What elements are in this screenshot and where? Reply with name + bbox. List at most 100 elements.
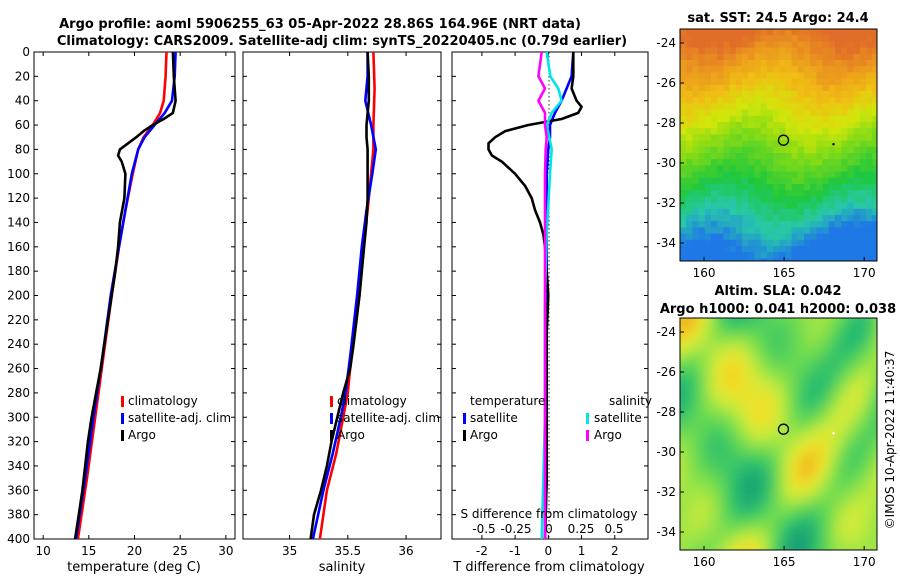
sla-cell bbox=[768, 478, 777, 487]
s-tick-label: 0.25 bbox=[568, 522, 595, 536]
sst-cell bbox=[853, 239, 861, 247]
sla-cell bbox=[736, 326, 745, 335]
sla-cell bbox=[696, 350, 705, 359]
sla-cell bbox=[672, 550, 681, 559]
salinity-ticks: 35 35.5 36 bbox=[282, 52, 414, 558]
sst-cell bbox=[828, 184, 836, 191]
sst-cell bbox=[810, 258, 817, 261]
sst-cell bbox=[742, 171, 749, 179]
sst-cell bbox=[841, 41, 848, 48]
sst-cell bbox=[742, 215, 749, 222]
x-tick-label: 36 bbox=[398, 544, 413, 558]
sla-cell bbox=[768, 454, 777, 463]
sla-cell bbox=[736, 526, 745, 535]
sst-cell bbox=[791, 35, 799, 42]
sla-cell bbox=[864, 526, 873, 535]
sst-cell bbox=[866, 109, 873, 117]
sst-cell bbox=[779, 53, 786, 61]
sst-cell bbox=[723, 246, 730, 253]
sla-cell bbox=[680, 374, 689, 383]
sst-cell bbox=[847, 66, 854, 73]
sla-cell bbox=[824, 358, 833, 367]
sla-cell bbox=[752, 430, 761, 439]
sla-cell bbox=[760, 318, 769, 327]
sst-cell bbox=[828, 29, 836, 36]
sst-cell bbox=[686, 47, 693, 55]
sla-cell bbox=[728, 494, 737, 503]
sla-cell bbox=[840, 494, 849, 503]
sla-cell bbox=[856, 502, 865, 511]
sst-cell bbox=[791, 146, 799, 154]
depth-tick-label: 140 bbox=[7, 215, 30, 229]
sst-cell bbox=[866, 239, 873, 247]
sla-cell bbox=[776, 430, 785, 439]
sst-cell bbox=[866, 72, 873, 79]
sst-cell bbox=[872, 202, 877, 210]
sla-cell bbox=[816, 518, 825, 527]
sst-cell bbox=[766, 103, 774, 110]
sst-cell bbox=[810, 128, 817, 135]
sst-cell bbox=[742, 29, 749, 36]
sla-cell bbox=[696, 438, 705, 447]
sla-cell bbox=[800, 518, 809, 527]
sla-cell bbox=[848, 486, 857, 495]
sla-cell bbox=[784, 534, 793, 543]
sst-cell bbox=[748, 190, 755, 197]
sla-cell bbox=[816, 350, 825, 359]
sst-cell bbox=[779, 84, 786, 92]
sst-cell bbox=[735, 233, 743, 241]
sst-cell bbox=[711, 134, 718, 141]
sst-cell bbox=[686, 165, 693, 172]
sst-cell bbox=[828, 140, 836, 148]
sla-cell bbox=[848, 526, 857, 535]
sst-cell bbox=[760, 252, 768, 259]
sla-cell bbox=[784, 406, 793, 415]
sst-cell bbox=[804, 72, 811, 79]
sst-cell bbox=[686, 84, 693, 92]
sst-cell bbox=[711, 60, 718, 67]
sla-cell bbox=[784, 510, 793, 519]
sst-cell bbox=[859, 53, 867, 61]
sst-cell bbox=[711, 41, 718, 48]
x-tick-label: 1 bbox=[578, 544, 586, 558]
sst-cell bbox=[797, 177, 805, 185]
sla-cell bbox=[712, 534, 721, 543]
sst-cell bbox=[853, 35, 861, 42]
sst-cell bbox=[680, 122, 687, 129]
sst-cell bbox=[828, 35, 836, 42]
sla-cell bbox=[704, 502, 713, 511]
sst-cell bbox=[754, 128, 761, 135]
sst-cell bbox=[742, 246, 749, 253]
sla-cell bbox=[816, 454, 825, 463]
sst-cell bbox=[686, 239, 693, 247]
sst-cell bbox=[791, 97, 799, 104]
sst-cell bbox=[810, 171, 817, 179]
sst-cell bbox=[692, 221, 699, 228]
sst-cell bbox=[872, 91, 877, 98]
sst-cell bbox=[735, 72, 743, 79]
sla-cell bbox=[864, 478, 873, 487]
sst-cell bbox=[859, 171, 867, 179]
sst-cell bbox=[742, 190, 749, 197]
sla-cell bbox=[768, 350, 777, 359]
sst-cell bbox=[841, 233, 848, 241]
sla-cell bbox=[800, 454, 809, 463]
sst-cell bbox=[729, 239, 737, 247]
sla-cell bbox=[856, 326, 865, 335]
sst-cell bbox=[785, 227, 792, 234]
sla-cell bbox=[744, 334, 753, 343]
sst-cell bbox=[742, 252, 749, 259]
sst-cell bbox=[692, 196, 699, 203]
sla-cell bbox=[736, 542, 745, 550]
sla-cell bbox=[824, 390, 833, 399]
sla-cell bbox=[840, 382, 849, 391]
sst-cell bbox=[754, 84, 761, 92]
sst-cell bbox=[704, 196, 712, 203]
sst-cell bbox=[816, 140, 823, 148]
sla-cell bbox=[784, 382, 793, 391]
sst-cell bbox=[866, 153, 873, 160]
sla-cell bbox=[712, 494, 721, 503]
sst-map-panel: sat. SST: 24.5 Argo: 24.4 160 165 170-24-2… bbox=[656, 11, 878, 280]
sst-cell bbox=[723, 233, 730, 241]
sst-cell bbox=[760, 202, 768, 210]
